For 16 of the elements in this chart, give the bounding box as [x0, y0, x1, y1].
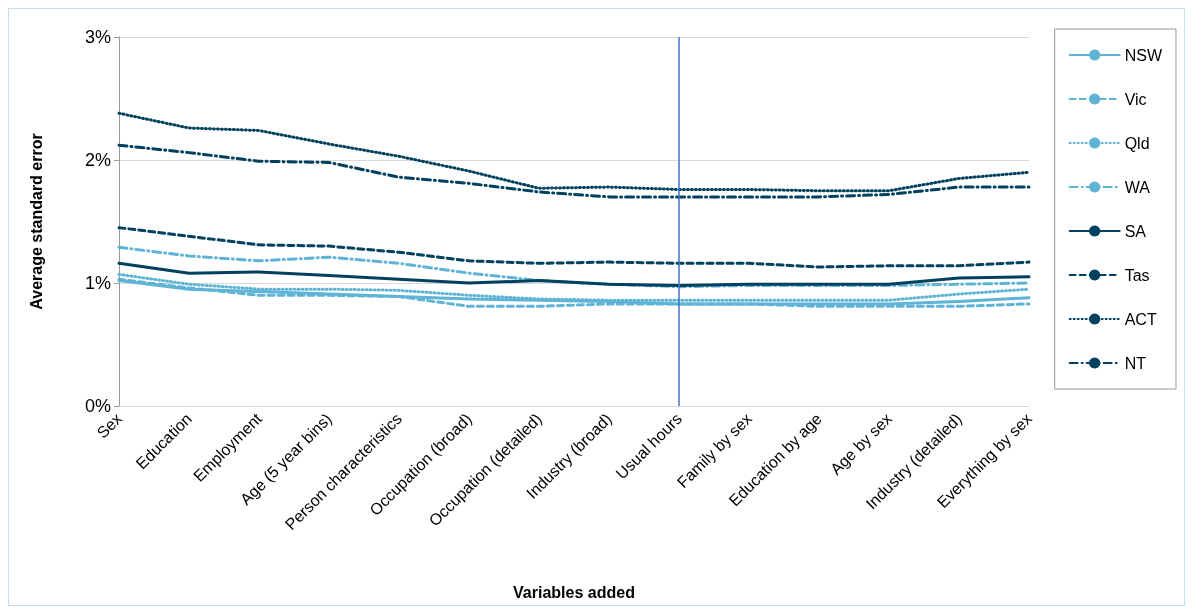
legend-label: SA — [1124, 222, 1147, 240]
y-tick-label: 0% — [84, 396, 111, 416]
legend-label: Tas — [1124, 266, 1150, 284]
line-series — [117, 226, 1031, 269]
line-series — [117, 261, 1031, 287]
legend-label: NT — [1124, 354, 1147, 372]
y-axis-title: Average standard error — [27, 133, 45, 310]
y-tick-label: 3% — [84, 27, 111, 47]
legend-label: Vic — [1124, 90, 1147, 108]
y-tick-label: 2% — [84, 150, 111, 170]
legend-label: Qld — [1124, 134, 1150, 152]
y-tick-label: 1% — [84, 273, 111, 293]
legend-label: WA — [1124, 178, 1151, 196]
legend-label: NSW — [1124, 46, 1163, 64]
x-axis-title: Variables added — [513, 583, 635, 601]
legend-label: ACT — [1124, 310, 1157, 328]
